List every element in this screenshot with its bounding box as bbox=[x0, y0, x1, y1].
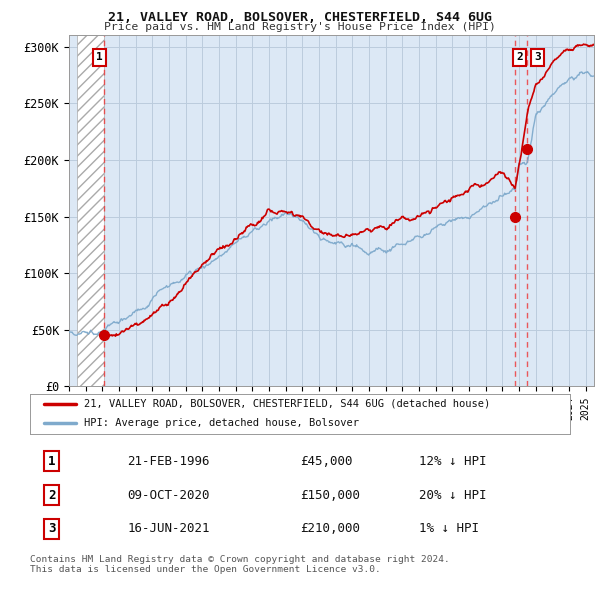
Text: Price paid vs. HM Land Registry's House Price Index (HPI): Price paid vs. HM Land Registry's House … bbox=[104, 22, 496, 32]
Text: £45,000: £45,000 bbox=[300, 454, 353, 467]
Text: HPI: Average price, detached house, Bolsover: HPI: Average price, detached house, Bols… bbox=[84, 418, 359, 428]
Bar bbox=[77, 35, 104, 386]
Text: 09-OCT-2020: 09-OCT-2020 bbox=[127, 489, 210, 502]
Text: 3: 3 bbox=[48, 523, 55, 536]
Text: 12% ↓ HPI: 12% ↓ HPI bbox=[419, 454, 487, 467]
Text: 21, VALLEY ROAD, BOLSOVER, CHESTERFIELD, S44 6UG (detached house): 21, VALLEY ROAD, BOLSOVER, CHESTERFIELD,… bbox=[84, 399, 490, 409]
Text: 1: 1 bbox=[48, 454, 55, 467]
Text: 20% ↓ HPI: 20% ↓ HPI bbox=[419, 489, 487, 502]
Text: £210,000: £210,000 bbox=[300, 523, 360, 536]
Text: 16-JUN-2021: 16-JUN-2021 bbox=[127, 523, 210, 536]
Text: 1% ↓ HPI: 1% ↓ HPI bbox=[419, 523, 479, 536]
Text: 21-FEB-1996: 21-FEB-1996 bbox=[127, 454, 210, 467]
Text: £150,000: £150,000 bbox=[300, 489, 360, 502]
Text: 2: 2 bbox=[516, 53, 523, 63]
Text: 1: 1 bbox=[96, 53, 103, 63]
Text: 3: 3 bbox=[534, 53, 541, 63]
Text: 21, VALLEY ROAD, BOLSOVER, CHESTERFIELD, S44 6UG: 21, VALLEY ROAD, BOLSOVER, CHESTERFIELD,… bbox=[108, 11, 492, 24]
Text: 2: 2 bbox=[48, 489, 55, 502]
Text: Contains HM Land Registry data © Crown copyright and database right 2024.
This d: Contains HM Land Registry data © Crown c… bbox=[30, 555, 450, 574]
